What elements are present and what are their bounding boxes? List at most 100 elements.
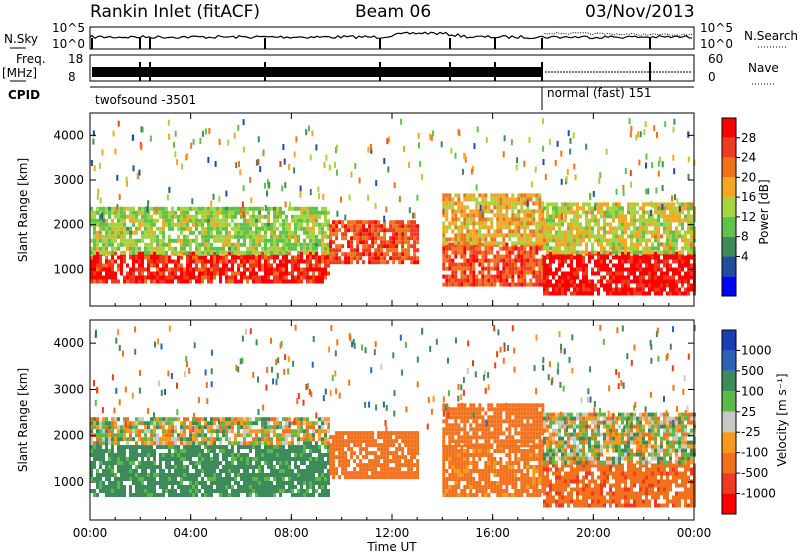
- heatmap-cell: [666, 234, 669, 239]
- heatmap-cell: [192, 421, 195, 426]
- heatmap-cell: [177, 437, 180, 442]
- heatmap-cell: [234, 230, 237, 235]
- heatmap-cell: [243, 441, 246, 446]
- heatmap-cell: [630, 230, 633, 235]
- heatmap-cell: [407, 248, 411, 253]
- heatmap-cell: [413, 244, 417, 249]
- heatmap-cell: [243, 222, 246, 227]
- heatmap-cell: [237, 433, 240, 438]
- heatmap-cell: [120, 493, 123, 497]
- heatmap-cell: [564, 259, 567, 264]
- heatmap-cell: [246, 481, 249, 485]
- heatmap-cell: [279, 267, 282, 272]
- heatmap-cell: [129, 230, 132, 235]
- heatmap-cell: [231, 267, 234, 272]
- heatmap-cell: [132, 481, 135, 485]
- heatmap-cell: [309, 238, 312, 243]
- heatmap-cell: [368, 236, 372, 241]
- heatmap-cell: [650, 200, 653, 207]
- heatmap-cell: [237, 279, 240, 284]
- heatmap-cell: [630, 279, 633, 284]
- heatmap-cell: [624, 291, 627, 296]
- heatmap-cell: [642, 267, 645, 272]
- heatmap-cell: [210, 477, 213, 481]
- heatmap-cell: [600, 238, 603, 243]
- heatmap-cell: [135, 421, 138, 426]
- heatmap-cell: [502, 151, 505, 158]
- heatmap-cell: [600, 206, 603, 211]
- heatmap-cell: [374, 228, 378, 233]
- heatmap-cell: [327, 271, 330, 276]
- heatmap-cell: [514, 201, 518, 206]
- heatmap-cell: [264, 242, 267, 247]
- heatmap-cell: [690, 271, 693, 276]
- heatmap-cell: [147, 255, 150, 260]
- heatmap-cell: [487, 233, 491, 238]
- heatmap-cell: [123, 238, 126, 243]
- heatmap-cell: [270, 267, 273, 272]
- heatmap-cell: [318, 481, 321, 485]
- heatmap-cell: [141, 206, 144, 211]
- heatmap-cell: [639, 206, 642, 211]
- heatmap-cell: [511, 205, 515, 210]
- heatmap-cell: [180, 473, 183, 477]
- heatmap-cell: [350, 224, 354, 229]
- heatmap-cell: [353, 224, 357, 229]
- heatmap-cell: [284, 201, 287, 208]
- heatmap-cell: [327, 210, 330, 215]
- heatmap-cell: [621, 242, 624, 247]
- heatmap-cell: [454, 241, 458, 246]
- heatmap-cell: [523, 197, 527, 202]
- heatmap-cell: [288, 201, 291, 208]
- heatmap-cell: [99, 271, 102, 276]
- heatmap-cell: [123, 226, 126, 231]
- heatmap-cell: [270, 263, 273, 268]
- heatmap-cell: [327, 481, 330, 485]
- heatmap-cell: [496, 241, 500, 246]
- heatmap-cell: [508, 225, 512, 230]
- heatmap-cell: [235, 162, 238, 169]
- heatmap-cell: [108, 465, 111, 469]
- heatmap-cell: [315, 461, 318, 465]
- heatmap-cell: [96, 481, 99, 485]
- heatmap-cell: [207, 267, 210, 272]
- heatmap-cell: [561, 202, 564, 207]
- heatmap-cell: [99, 210, 102, 215]
- heatmap-cell: [484, 278, 488, 283]
- heatmap-cell: [225, 437, 228, 442]
- heatmap-cell: [639, 230, 642, 235]
- heatmap-cell: [335, 256, 339, 261]
- heatmap-cell: [552, 291, 555, 296]
- heatmap-cell: [484, 193, 488, 198]
- heatmap-cell: [138, 263, 141, 268]
- heatmap-cell: [210, 246, 213, 251]
- heatmap-cell: [400, 118, 403, 125]
- heatmap-cell: [264, 489, 267, 493]
- heatmap-cell: [511, 270, 515, 275]
- heatmap-cell: [213, 477, 216, 481]
- heatmap-cell: [514, 270, 518, 275]
- heatmap-cell: [496, 209, 500, 214]
- heatmap-cell: [129, 210, 132, 215]
- heatmap-cell: [622, 184, 625, 191]
- heatmap-cell: [147, 200, 150, 207]
- heatmap-cell: [588, 291, 591, 296]
- heatmap-cell: [442, 205, 446, 210]
- heatmap-cell: [192, 441, 195, 446]
- heatmap-cell: [258, 230, 261, 235]
- heatmap-cell: [297, 263, 300, 268]
- heatmap-cell: [237, 246, 240, 251]
- heatmap-cell: [111, 481, 114, 485]
- heatmap-cell: [123, 445, 126, 449]
- heatmap-cell: [222, 429, 225, 434]
- heatmap-cell: [117, 246, 120, 251]
- heatmap-cell: [341, 471, 345, 476]
- heatmap-cell: [478, 221, 482, 226]
- heatmap-cell: [285, 234, 288, 239]
- heatmap-cell: [174, 222, 177, 227]
- heatmap-cell: [660, 210, 663, 215]
- heatmap-cell: [445, 229, 449, 234]
- heatmap-cell: [386, 244, 390, 249]
- heatmap-cell: [297, 238, 300, 243]
- heatmap-cell: [114, 275, 117, 280]
